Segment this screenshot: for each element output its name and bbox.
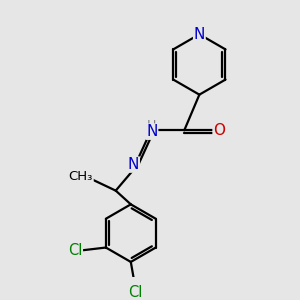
Text: H: H <box>147 119 157 132</box>
Text: N: N <box>128 157 139 172</box>
Text: Cl: Cl <box>128 285 142 300</box>
Text: CH₃: CH₃ <box>69 170 93 183</box>
Text: O: O <box>213 123 225 138</box>
Text: Cl: Cl <box>68 243 82 258</box>
Text: N: N <box>194 27 205 42</box>
Text: N: N <box>146 124 158 139</box>
